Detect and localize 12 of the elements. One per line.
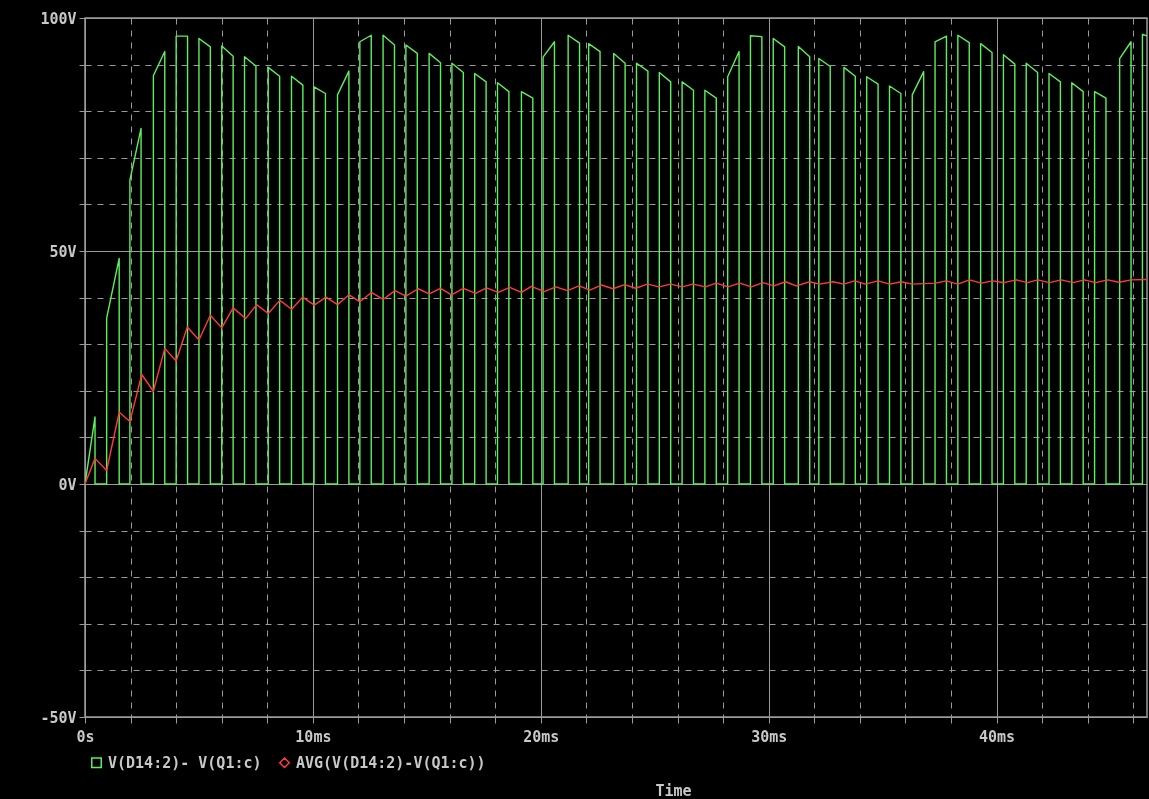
- x-tick-label: 10ms: [295, 727, 332, 746]
- legend-label: V(D14:2)- V(Q1:c): [108, 753, 262, 772]
- y-tick-label: 50V: [49, 242, 77, 261]
- legend-label: AVG(V(D14:2)-V(Q1:c)): [296, 753, 486, 772]
- x-axis-title: Time: [655, 781, 692, 799]
- x-tick-label: 30ms: [751, 727, 788, 746]
- y-tick-label: 100V: [40, 9, 77, 28]
- y-tick-label: 0V: [58, 475, 77, 494]
- x-tick-label: 40ms: [979, 727, 1016, 746]
- y-tick-label: -50V: [40, 708, 77, 727]
- x-tick-label: 20ms: [523, 727, 560, 746]
- x-tick-label: 0s: [76, 727, 95, 746]
